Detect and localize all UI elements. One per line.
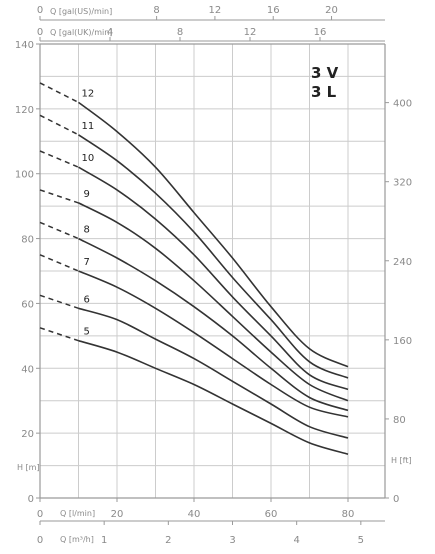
top-axis-galus-tick-label: 0 — [37, 5, 43, 16]
top-axis-galus-tick-label: 12 — [209, 5, 222, 16]
grid — [40, 44, 385, 498]
curve-9 — [78, 202, 349, 402]
top-axis-galus-tick-label: 8 — [153, 5, 159, 16]
right-axis-tick-label: 240 — [393, 257, 412, 268]
right-axis-tick-label: 320 — [393, 178, 412, 189]
curve-6 — [78, 307, 349, 439]
curve-label-8: 8 — [84, 225, 90, 236]
left-axis-tick-label: 80 — [21, 235, 34, 246]
bottom-axis-unit-m3h: Q [m³/h] — [60, 535, 94, 544]
right-axis-tick-label: 0 — [393, 494, 399, 505]
left-axis-tick-label: 0 — [28, 494, 34, 505]
bottom-axis-m3h-tick-label: 1 — [101, 535, 107, 546]
bottom-axis-lmin-tick-label: 60 — [265, 509, 278, 520]
bottom-axis-m3h-tick-label: 5 — [358, 535, 364, 546]
curve-10 — [78, 166, 349, 391]
bottom-axis-m3h-tick-label: 2 — [165, 535, 171, 546]
right-axis-tick-label: 400 — [393, 99, 412, 110]
right-axis-tick-label: 80 — [393, 415, 406, 426]
curve-7-dashed — [39, 254, 79, 272]
left-axis-tick-label: 100 — [15, 170, 34, 181]
curve-11 — [78, 134, 349, 379]
curve-label-10: 10 — [82, 153, 95, 164]
curve-12-dashed — [39, 82, 79, 104]
curve-8 — [78, 237, 349, 412]
top-axis-galuk-tick-label: 8 — [177, 27, 183, 38]
bottom-axis-m3h-tick-label: 0 — [37, 535, 43, 546]
curve-11-dashed — [39, 114, 79, 136]
top-axis-galus-tick-label: 20 — [325, 5, 338, 16]
left-axis-tick-label: 60 — [21, 299, 34, 310]
bottom-axis-lmin-tick-label: 0 — [37, 509, 43, 520]
curve-label-11: 11 — [82, 121, 95, 132]
bottom-axis-m3h-tick-label: 3 — [229, 535, 235, 546]
left-axis-tick-label: 120 — [15, 105, 34, 116]
top-axis-galuk-tick-label: 16 — [314, 27, 327, 38]
curve-6-dashed — [39, 294, 79, 310]
curve-9-dashed — [39, 189, 79, 204]
curves: 5 6 7 8 9 10 11 12 — [39, 82, 349, 455]
bottom-axis-unit-lmin: Q [l/min] — [60, 509, 95, 518]
curve-label-6: 6 — [84, 294, 90, 305]
curve-label-7: 7 — [84, 257, 90, 268]
model-line-2: 3 L — [311, 83, 337, 101]
bottom-axis-lmin-tick-label: 80 — [342, 509, 355, 520]
top-axis-galuk-tick-label: 12 — [244, 27, 257, 38]
top-axis-galuk-tick-label: 4 — [107, 27, 113, 38]
bottom-axis-lmin-tick-label: 40 — [188, 509, 201, 520]
curve-label-12: 12 — [82, 88, 95, 99]
left-axis-tick-label: 140 — [15, 40, 34, 51]
left-axis-unit: H [m] — [17, 463, 40, 472]
top-axis-unit-galus: Q [gal(US)/min] — [50, 7, 112, 16]
right-axis-tick-label: 160 — [393, 336, 412, 347]
model-label: 3 V 3 L — [311, 64, 339, 101]
curve-label-9: 9 — [84, 189, 90, 200]
top-axis-unit-galuk: Q [gal(UK)/min] — [50, 28, 112, 37]
curve-7 — [78, 270, 349, 418]
curve-12 — [78, 101, 349, 368]
curve-8-dashed — [39, 221, 79, 240]
right-axis-unit: H [ft] — [391, 456, 412, 465]
left-axis-tick-label: 20 — [21, 429, 34, 440]
curve-10-dashed — [39, 150, 79, 168]
curve-5 — [78, 339, 349, 455]
bottom-axis-m3h-tick-label: 4 — [293, 535, 299, 546]
curve-label-5: 5 — [84, 327, 90, 338]
model-line-1: 3 V — [311, 64, 339, 82]
curve-5-dashed — [39, 327, 79, 342]
plot-frame — [39, 19, 386, 522]
top-axis-galuk-tick-label: 0 — [37, 27, 43, 38]
left-axis-tick-label: 40 — [21, 364, 34, 375]
bottom-axis-lmin-tick-label: 20 — [111, 509, 124, 520]
top-axis-galus-tick-label: 16 — [267, 5, 280, 16]
